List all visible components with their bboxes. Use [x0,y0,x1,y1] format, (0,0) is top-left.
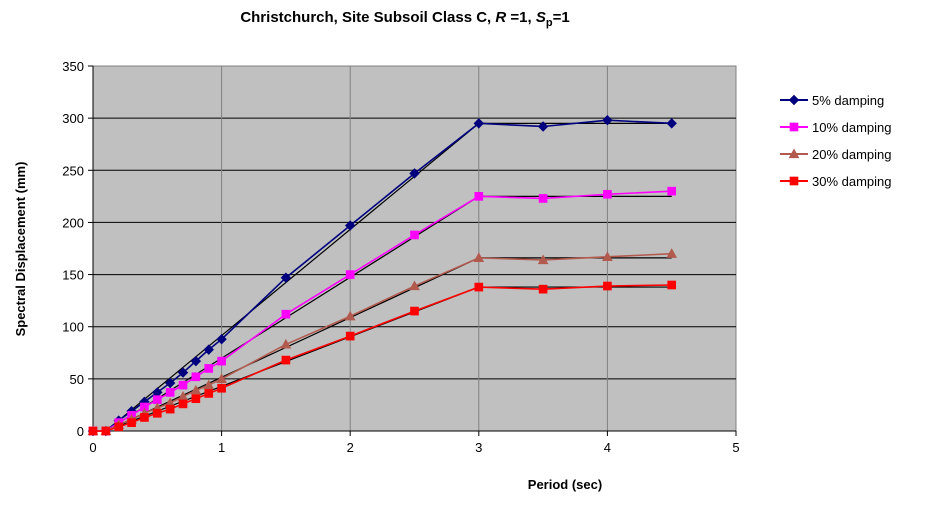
legend-label: 5% damping [812,93,884,108]
square-marker [178,380,188,390]
diamond-marker [602,115,613,126]
data-series [87,115,678,437]
x-tick-label: 5 [732,440,739,455]
y-axis-label: Spectral Displacement (mm) [13,162,28,337]
y-tick-label: 250 [62,163,84,178]
square-marker [281,355,291,365]
triangle-marker [280,338,292,349]
triangle-marker [788,148,800,159]
legend-item: 10% damping [780,120,892,135]
diamond-marker [203,344,214,355]
plot-area [92,65,737,432]
triangle-marker [190,384,202,395]
y-tick-label: 0 [77,424,84,439]
diamond-marker [666,118,677,129]
square-marker [165,404,175,414]
diamond-marker [409,168,420,179]
square-marker [345,331,355,341]
square-marker [191,394,201,403]
legend-label: 30% damping [812,174,892,189]
chart-title-prefix: Christchurch, Site Subsoil Class C, [240,9,495,26]
x-tick-label: 4 [604,440,611,455]
chart-title-s-symbol: S [536,9,546,26]
square-marker [191,372,201,382]
square-marker [281,309,291,319]
square-marker [101,426,111,436]
gridlines [92,66,736,432]
square-marker [474,192,484,201]
x-tick-label: 0 [89,440,96,455]
y-tick-label: 150 [62,268,84,283]
square-marker [345,270,355,279]
square-marker [152,408,162,418]
square-marker [538,284,548,294]
square-marker [204,364,214,373]
x-tick-label: 2 [347,440,354,455]
diamond-marker [788,94,800,106]
square-marker [474,282,484,292]
y-tick-label: 300 [62,111,84,126]
chart-title-r-value: =1, [506,9,536,26]
legend-label: 20% damping [812,147,892,162]
square-marker [603,189,612,199]
square-marker [603,281,612,291]
square-marker [88,426,98,436]
square-marker [410,306,419,316]
x-tick-label: 1 [218,440,225,455]
triangle-marker [344,310,356,321]
square-marker [217,383,226,393]
square-marker [152,395,162,405]
legend-item: 20% damping [780,147,892,162]
diamond-marker [473,118,485,129]
chart-title-s-subscript: p [546,17,553,29]
triangle-marker [409,280,420,291]
chart-title: Christchurch, Site Subsoil Class C, R =1… [240,9,569,29]
triangle-marker [537,254,549,265]
legend: 5% damping 10% damping 20% damping 30% damp… [780,93,892,189]
square-marker [667,186,677,196]
diamond-marker [164,377,176,389]
x-tick-label: 3 [475,440,482,455]
square-marker [667,280,677,290]
square-marker [789,176,799,186]
diamond-marker [537,121,549,132]
triangle-marker [666,248,678,258]
chart-title-s-value: =1 [553,9,570,26]
square-marker [165,388,175,397]
y-tick-label: 50 [70,372,84,387]
square-marker [217,356,226,366]
square-marker [204,389,214,398]
y-tick-label: 350 [62,59,84,74]
legend-label: 10% damping [812,120,892,135]
y-tick-label: 100 [62,320,84,335]
square-marker [127,418,136,427]
triangle-marker [602,251,613,261]
square-marker [140,413,149,422]
y-tick-label: 200 [62,215,84,230]
legend-item: 5% damping [780,93,884,108]
square-marker [178,399,188,409]
diamond-marker [280,272,292,283]
diamond-marker [177,367,189,378]
legend-item: 30% damping [780,174,892,189]
triangle-marker [473,252,485,262]
diamond-marker [216,334,227,345]
square-marker [538,194,548,203]
diamond-marker [190,355,202,367]
square-marker [114,422,124,432]
x-axis-label: Period (sec) [528,477,602,492]
triangle-marker [203,379,215,390]
triangle-marker [216,373,227,383]
chart-title-r-symbol: R [495,9,506,26]
square-marker [789,122,799,132]
square-marker [410,230,419,240]
diamond-marker [344,220,356,231]
